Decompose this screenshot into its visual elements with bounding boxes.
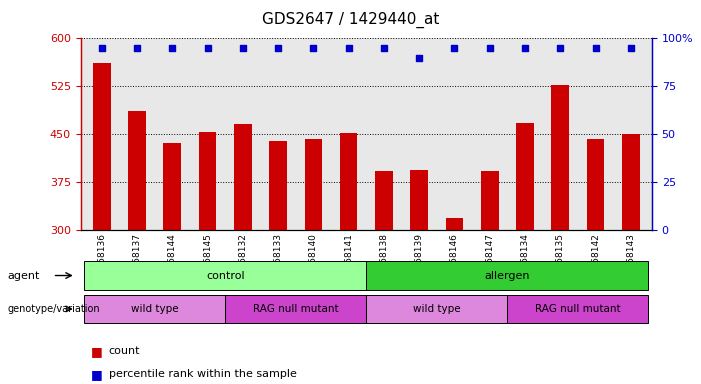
Text: ■: ■ — [91, 345, 103, 358]
Text: ■: ■ — [91, 368, 103, 381]
Point — [131, 45, 142, 51]
Bar — [199, 132, 217, 230]
Bar — [234, 124, 252, 230]
Text: wild type: wild type — [131, 304, 179, 314]
Point — [625, 45, 637, 51]
Point — [449, 45, 460, 51]
Point — [379, 45, 390, 51]
Bar — [481, 171, 498, 230]
Point — [554, 45, 566, 51]
Text: genotype/variation: genotype/variation — [7, 304, 100, 314]
Point — [96, 45, 107, 51]
Bar — [552, 85, 569, 230]
Point — [590, 45, 601, 51]
Point — [484, 45, 496, 51]
Bar — [410, 170, 428, 230]
Point — [519, 45, 531, 51]
Text: percentile rank within the sample: percentile rank within the sample — [109, 369, 297, 379]
Bar — [163, 143, 181, 230]
Point — [414, 55, 425, 61]
Bar — [304, 139, 322, 230]
Point — [237, 45, 248, 51]
Point — [308, 45, 319, 51]
Bar — [446, 218, 463, 230]
Text: control: control — [206, 270, 245, 281]
Bar — [622, 134, 639, 230]
Bar — [340, 133, 358, 230]
Text: RAG null mutant: RAG null mutant — [253, 304, 339, 314]
Bar — [269, 141, 287, 230]
Point — [167, 45, 178, 51]
Text: count: count — [109, 346, 140, 356]
Text: allergen: allergen — [484, 270, 530, 281]
Bar — [93, 63, 111, 230]
Bar — [375, 171, 393, 230]
Text: GDS2647 / 1429440_at: GDS2647 / 1429440_at — [261, 12, 440, 28]
Bar — [516, 123, 533, 230]
Point — [343, 45, 354, 51]
Text: wild type: wild type — [413, 304, 461, 314]
Point — [202, 45, 213, 51]
Bar — [587, 139, 604, 230]
Point — [273, 45, 284, 51]
Bar — [128, 111, 146, 230]
Text: agent: agent — [7, 270, 39, 281]
Text: RAG null mutant: RAG null mutant — [535, 304, 620, 314]
